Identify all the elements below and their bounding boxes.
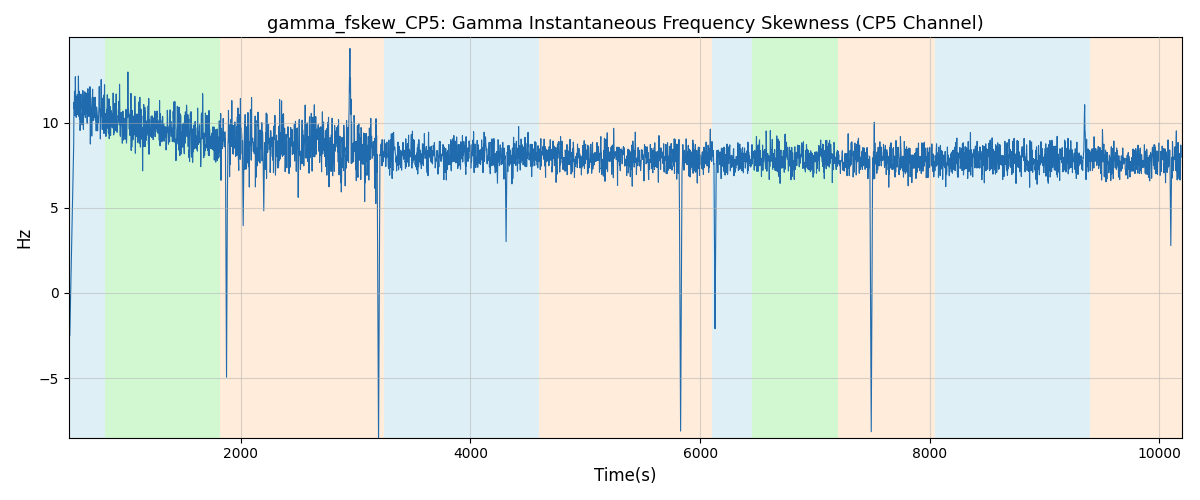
Bar (539, 38, 712, 438)
Bar (68, 38, 106, 438)
Bar (838, 38, 936, 438)
Bar (936, 38, 1091, 438)
Bar (712, 38, 751, 438)
Y-axis label: Hz: Hz (16, 227, 34, 248)
X-axis label: Time(s): Time(s) (594, 467, 656, 485)
Title: gamma_fskew_CP5: Gamma Instantaneous Frequency Skewness (CP5 Channel): gamma_fskew_CP5: Gamma Instantaneous Fre… (268, 15, 984, 34)
Bar (220, 38, 384, 438)
Bar (751, 38, 838, 438)
Bar (1091, 38, 1182, 438)
Bar (106, 38, 220, 438)
Bar (384, 38, 539, 438)
